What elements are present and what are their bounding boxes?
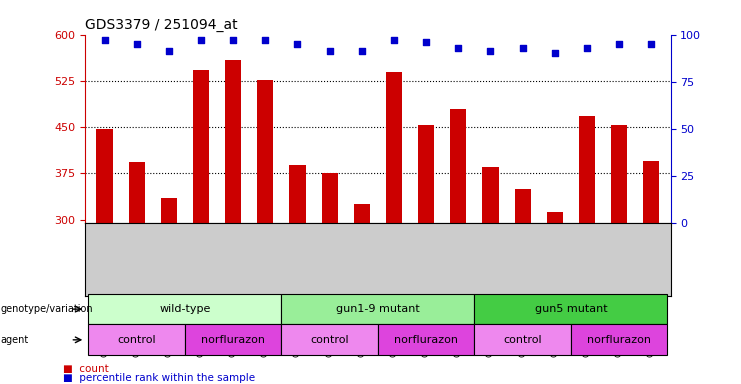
Point: [549, 50, 561, 56]
Text: ■  count: ■ count: [63, 364, 109, 374]
Bar: [88, 294, 282, 324]
Text: agent: agent: [1, 335, 29, 345]
Bar: [579, 116, 595, 223]
Point: [291, 41, 303, 47]
Text: gun1-9 mutant: gun1-9 mutant: [336, 304, 420, 314]
Bar: [96, 129, 113, 223]
Point: [645, 41, 657, 47]
Point: [420, 39, 432, 45]
Bar: [185, 324, 282, 355]
Point: [356, 48, 368, 55]
Text: control: control: [117, 335, 156, 345]
Point: [130, 41, 142, 47]
Point: [195, 37, 207, 43]
Text: ■  percentile rank within the sample: ■ percentile rank within the sample: [63, 373, 255, 383]
Bar: [282, 324, 378, 355]
Point: [485, 48, 496, 55]
Bar: [282, 294, 474, 324]
Bar: [514, 189, 531, 223]
Text: genotype/variation: genotype/variation: [1, 304, 93, 314]
Point: [163, 48, 175, 55]
Bar: [482, 167, 499, 223]
Bar: [451, 109, 466, 223]
Bar: [193, 70, 209, 223]
Text: control: control: [310, 335, 349, 345]
Bar: [611, 125, 627, 223]
Text: GDS3379 / 251094_at: GDS3379 / 251094_at: [85, 18, 238, 32]
Bar: [353, 204, 370, 223]
Text: norflurazon: norflurazon: [394, 335, 458, 345]
Text: control: control: [503, 335, 542, 345]
Bar: [418, 125, 434, 223]
Bar: [571, 324, 668, 355]
Point: [614, 41, 625, 47]
Bar: [643, 161, 659, 223]
Point: [227, 37, 239, 43]
Bar: [88, 324, 185, 355]
Bar: [547, 212, 563, 223]
Point: [259, 37, 271, 43]
Bar: [474, 294, 668, 324]
Bar: [290, 166, 305, 223]
Text: norflurazon: norflurazon: [587, 335, 651, 345]
Bar: [386, 71, 402, 223]
Point: [581, 45, 593, 51]
Bar: [322, 173, 338, 223]
Bar: [225, 60, 242, 223]
Text: gun5 mutant: gun5 mutant: [534, 304, 607, 314]
Text: wild-type: wild-type: [159, 304, 210, 314]
Bar: [161, 198, 177, 223]
Bar: [378, 324, 474, 355]
Point: [453, 45, 465, 51]
Text: norflurazon: norflurazon: [201, 335, 265, 345]
Point: [516, 45, 528, 51]
Point: [99, 37, 110, 43]
Bar: [257, 79, 273, 223]
Point: [388, 37, 400, 43]
Point: [324, 48, 336, 55]
Bar: [129, 162, 144, 223]
Bar: [474, 324, 571, 355]
